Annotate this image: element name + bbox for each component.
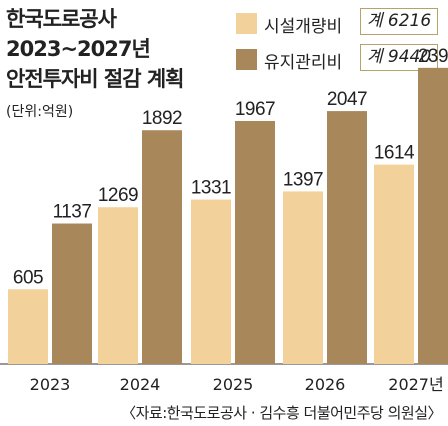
chart-title: 한국도로공사 2023~2027년 안전투자비 절감 계획 [6, 4, 185, 94]
unit-label: (단위:억원) [6, 104, 74, 120]
legend: 시설개량비 계 6216 유지관리비 계 9440 [236, 6, 441, 78]
value-label-facility-2: 1331 [191, 178, 231, 199]
value-label-maintenance-3: 2047 [327, 89, 367, 110]
title-line-3: 안전투자비 절감 계획 [6, 67, 185, 91]
legend-label-maintenance: 유지관리비 [264, 53, 343, 73]
bar-maintenance-1 [142, 130, 182, 364]
legend-label-facility: 시설개량비 [264, 17, 343, 37]
x-tick-label-0: 2023 [30, 375, 71, 394]
bar-facility-4 [374, 164, 414, 364]
bar-maintenance-0 [52, 223, 92, 364]
value-label-facility-4: 1614 [374, 143, 415, 164]
legend-total-maintenance: 계 9440 [360, 44, 438, 71]
bar-maintenance-4 [418, 67, 448, 364]
value-label-facility-0: 605 [13, 267, 43, 288]
source-note: 〈자료:한국도로공사 · 김수흥 더불어민주당 의원실〉 [121, 404, 442, 422]
legend-swatch-facility [236, 13, 257, 34]
bar-facility-3 [283, 191, 323, 364]
value-label-facility-3: 1397 [283, 169, 323, 190]
x-tick-label-4: 2027년 [388, 375, 443, 394]
bar-maintenance-2 [235, 120, 275, 365]
legend-swatch-maintenance [236, 49, 257, 70]
legend-total-facility: 계 6216 [360, 8, 438, 35]
value-label-facility-1: 1269 [98, 185, 138, 206]
value-label-maintenance-4: 2397 [418, 46, 448, 67]
value-label-maintenance-0: 1137 [53, 202, 92, 223]
legend-item-maintenance: 유지관리비 계 9440 [236, 42, 441, 73]
bar-maintenance-3 [327, 111, 367, 365]
x-tick-label-2: 2025 [213, 375, 254, 394]
title-line-2: 2023~2027년 [6, 37, 151, 61]
bar-facility-0 [8, 289, 48, 364]
bar-facility-1 [98, 207, 138, 364]
legend-item-facility: 시설개량비 계 6216 [236, 6, 441, 37]
value-label-maintenance-2: 1967 [235, 99, 275, 120]
bar-facility-2 [191, 199, 231, 364]
x-tick-label-1: 2024 [120, 375, 161, 394]
value-label-maintenance-1: 1892 [142, 108, 182, 129]
x-tick-label-3: 2026 [305, 375, 346, 394]
title-line-1: 한국도로공사 [6, 7, 117, 31]
